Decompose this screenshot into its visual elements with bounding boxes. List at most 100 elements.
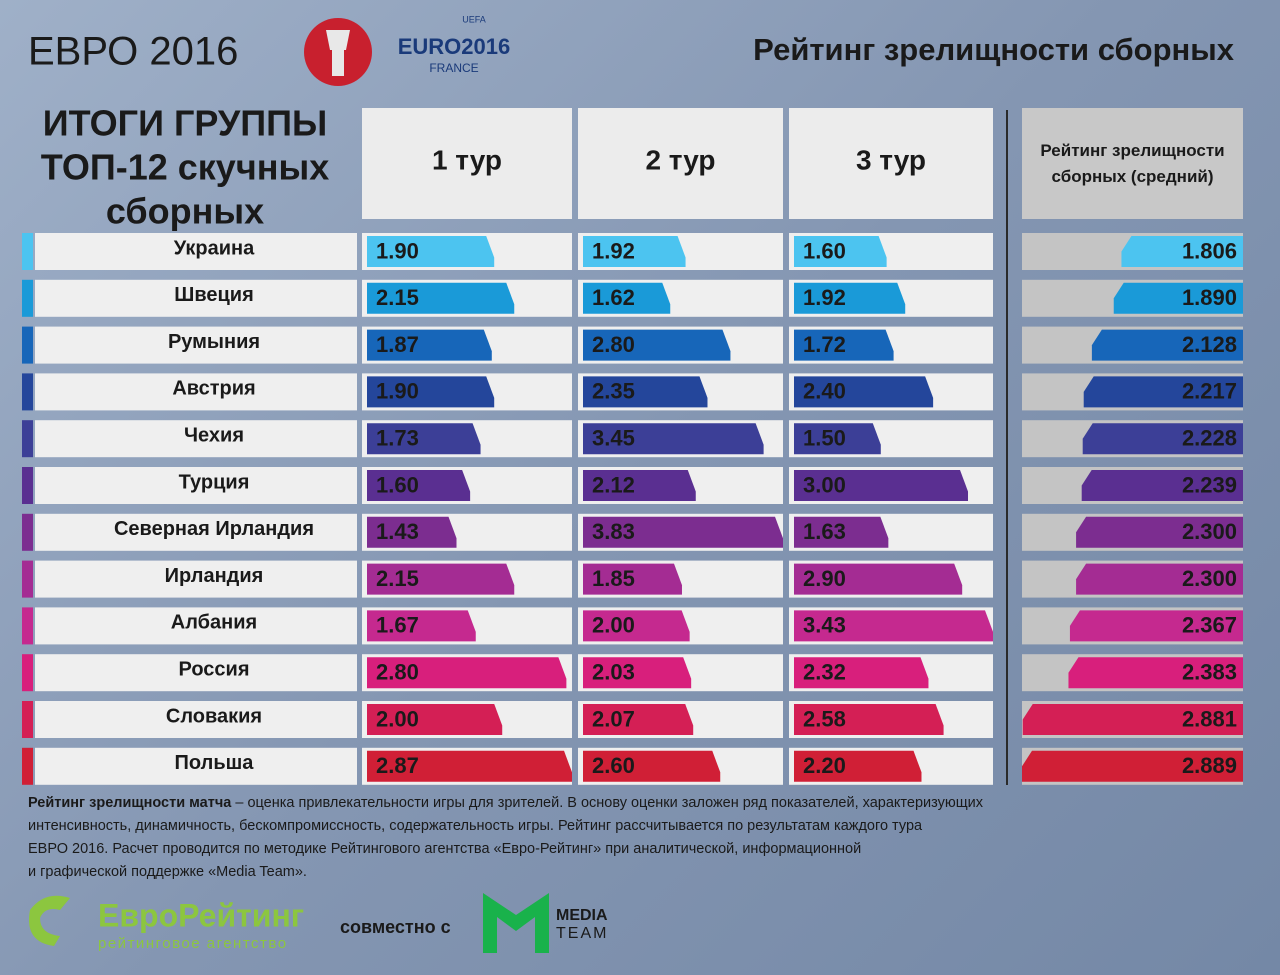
rating-bar (583, 750, 721, 782)
rating-bar (1091, 329, 1243, 361)
rating-bar (1083, 376, 1243, 408)
rating-value: 1.72 (803, 332, 846, 357)
together: совместно с (340, 917, 451, 937)
rating-bar (1068, 657, 1243, 689)
footer-line: – оценка привлекательности игры для зрит… (235, 795, 983, 811)
rating-value: 2.217 (1182, 379, 1237, 404)
rating-bar (367, 236, 495, 267)
rating-bar (1076, 516, 1243, 548)
rating-bar (583, 282, 671, 314)
name-cell (35, 560, 357, 598)
rating-value: 1.92 (803, 285, 846, 310)
rating-value: 2.07 (592, 706, 635, 731)
rating-bar (367, 470, 471, 501)
rating-bar (367, 657, 567, 689)
rating-value: 1.63 (803, 519, 846, 544)
column-header: Рейтинг зрелищности сборных (средний) (1040, 141, 1224, 186)
rating-bar (794, 329, 894, 361)
rating-bar (794, 610, 993, 642)
team-name: Северная Ирландия (114, 518, 314, 540)
rating-value: 2.20 (803, 753, 846, 778)
rating-value: 2.80 (376, 660, 419, 685)
rating-bar (583, 563, 682, 595)
row-stripe (22, 560, 33, 598)
logo-uefa: UEFA (462, 14, 486, 24)
row-stripe (22, 326, 33, 364)
rating-value: 2.367 (1182, 613, 1237, 638)
rating-bar (794, 423, 881, 455)
row-stripe (22, 607, 33, 645)
brand-icon (29, 895, 70, 946)
footer-line: ЕВРО 2016. Расчет проводится по методике… (28, 841, 861, 857)
name-cell (35, 326, 357, 364)
rating-value: 2.32 (803, 660, 846, 685)
rating-bar (794, 236, 887, 267)
rating-bar (1121, 236, 1243, 267)
rating-value: 2.889 (1182, 753, 1237, 778)
column-header: 1 тур (432, 144, 502, 175)
rating-value: 1.73 (376, 426, 419, 451)
name-cell (35, 467, 357, 504)
rating-value: 2.15 (376, 566, 419, 591)
footer-line: интенсивность, динамичность, бескомпроми… (28, 818, 923, 834)
rating-value: 1.806 (1182, 238, 1237, 263)
rating-bar (1082, 423, 1243, 455)
partner-name: MEDIA (556, 907, 608, 924)
rating-bar (583, 376, 708, 408)
rating-value: 3.45 (592, 426, 635, 451)
rating-bar (794, 563, 963, 595)
brand-name: ЕвроРейтинг (98, 897, 304, 933)
row-stripe (22, 747, 33, 785)
rating-value: 2.03 (592, 660, 635, 685)
rating-value: 1.90 (376, 379, 419, 404)
column-header-bg (789, 108, 993, 219)
rating-bar (583, 329, 731, 361)
rating-value: 1.50 (803, 426, 846, 451)
left-title: ЕВРО 2016 (28, 30, 238, 74)
rating-bar (1113, 282, 1243, 314)
rating-bar (583, 610, 690, 642)
rating-bar (1022, 704, 1243, 735)
row-stripe (22, 654, 33, 692)
rating-value: 1.67 (376, 613, 419, 638)
row-stripe (22, 233, 33, 270)
logo-france: FRANCE (429, 61, 478, 75)
row-stripe (22, 701, 33, 738)
rating-value: 2.87 (376, 753, 419, 778)
rating-value: 2.60 (592, 753, 635, 778)
rating-value: 2.128 (1182, 332, 1237, 357)
rating-bar (367, 423, 481, 455)
name-cell (35, 607, 357, 645)
rating-value: 3.00 (803, 472, 846, 497)
rating-bar (1076, 563, 1243, 595)
rating-value: 2.12 (592, 472, 635, 497)
rating-value: 1.62 (592, 285, 635, 310)
rating-value: 2.300 (1182, 566, 1237, 591)
rating-value: 2.383 (1182, 660, 1237, 685)
rating-bar (794, 282, 906, 314)
column-header: 2 тур (645, 144, 715, 175)
rating-bar (794, 704, 944, 735)
rating-value: 1.92 (592, 238, 635, 263)
rating-bar (583, 470, 696, 501)
column-header: 3 тур (856, 144, 926, 175)
column-header-bg (1022, 108, 1243, 219)
rating-value: 2.40 (803, 379, 846, 404)
rating-bar (367, 282, 515, 314)
rating-value: 2.228 (1182, 426, 1237, 451)
rating-bar (367, 750, 572, 782)
brand-sub: рейтинговое агентство (98, 935, 288, 952)
rating-bar (367, 329, 492, 361)
rating-value: 2.58 (803, 706, 846, 731)
name-cell (35, 513, 357, 551)
rating-bar (367, 376, 495, 408)
rating-value: 1.90 (376, 238, 419, 263)
team-name: Австрия (172, 378, 255, 400)
team-name: Словакия (166, 705, 262, 727)
footer-line: и графической поддержке «Media Team». (28, 864, 307, 880)
name-cell (35, 701, 357, 738)
subtitle-line: ТОП-12 скучных (41, 147, 329, 188)
footer-lead: Рейтинг зрелищности матча (28, 795, 232, 811)
